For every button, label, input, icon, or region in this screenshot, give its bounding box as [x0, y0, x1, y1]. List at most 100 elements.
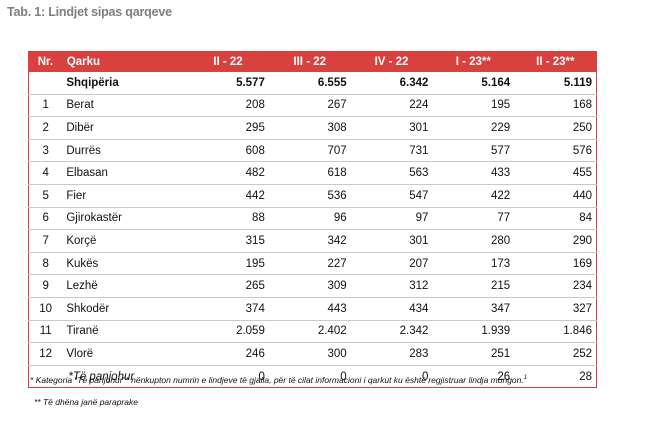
cell-value: 195 [432, 94, 515, 118]
header-period: III - 22 [268, 51, 352, 72]
table-row: 12 Vlorë 246 300 283 251 252 [28, 342, 598, 366]
cell-value: 207 [350, 252, 433, 276]
county-name: Kukës [62, 252, 188, 276]
county-name: Shqipëria [62, 72, 188, 95]
cell-value: 28 [514, 365, 598, 389]
header-period: IV - 22 [350, 51, 433, 72]
row-number: 2 [28, 116, 63, 140]
cell-value: 5.119 [514, 72, 598, 95]
cell-value: 731 [350, 139, 433, 163]
cell-value: 6.342 [350, 72, 433, 95]
cell-value: 6.555 [268, 72, 351, 95]
row-number: 3 [28, 139, 63, 163]
cell-value: 283 [350, 342, 433, 366]
county-name: Berat [62, 94, 188, 118]
table-row: *Të panjohur 0 0 0 26 28 [28, 365, 598, 389]
cell-value: 1.846 [514, 320, 598, 344]
cell-value: 433 [432, 161, 515, 185]
county-name: Korçë [62, 229, 188, 253]
row-number: 12 [28, 342, 63, 366]
cell-value: 342 [268, 229, 351, 253]
table-row: 10 Shkodër 374 443 434 347 327 [28, 297, 598, 321]
row-number: 10 [28, 297, 63, 321]
cell-value: 301 [350, 116, 433, 140]
cell-value: 608 [187, 139, 269, 163]
cell-value: 169 [514, 252, 598, 276]
cell-value: 440 [514, 184, 598, 208]
cell-value: 252 [514, 342, 598, 366]
cell-value: 168 [514, 94, 598, 118]
county-name: Dibër [62, 116, 188, 140]
cell-value: 227 [268, 252, 351, 276]
cell-value: 563 [350, 161, 433, 185]
header-period: II - 22 [186, 51, 270, 72]
table-row: 1 Berat 208 267 224 195 168 [28, 94, 598, 118]
table-row: 8 Kukës 195 227 207 173 169 [28, 252, 598, 276]
cell-value: 195 [187, 252, 269, 276]
cell-value: 77 [432, 207, 515, 231]
county-name: Shkodër [62, 297, 188, 321]
row-number: 9 [28, 274, 63, 298]
cell-value: 577 [432, 139, 515, 163]
table-row: 3 Durrës 608 707 731 577 576 [28, 139, 598, 163]
row-number: 7 [28, 229, 63, 253]
county-name: Gjirokastër [62, 207, 188, 231]
cell-value: 0 [187, 365, 269, 389]
cell-value: 290 [514, 229, 598, 253]
table-row: 5 Fier 442 536 547 422 440 [28, 184, 598, 208]
cell-value: 265 [187, 274, 269, 298]
table-title: Tab. 1: Lindjet sipas qarqeve [7, 5, 172, 19]
cell-value: 308 [268, 116, 351, 140]
row-number: 6 [28, 207, 63, 231]
footnote-marker: 1 [523, 375, 528, 382]
births-by-county-table: Nr. Qarku II - 22 III - 22 IV - 22 I - 2… [28, 51, 598, 389]
header-nr: Nr. [28, 51, 63, 72]
cell-value: 1.939 [432, 320, 515, 344]
cell-value: 482 [187, 161, 269, 185]
county-name: Vlorë [62, 342, 188, 366]
cell-value: 707 [268, 139, 351, 163]
cell-value: 215 [432, 274, 515, 298]
county-name: Fier [62, 184, 188, 208]
cell-value: 88 [187, 207, 269, 231]
cell-value: 312 [350, 274, 433, 298]
cell-value: 26 [432, 365, 515, 389]
row-number [28, 72, 63, 95]
cell-value: 455 [514, 161, 598, 185]
cell-value: 547 [350, 184, 433, 208]
cell-value: 347 [432, 297, 515, 321]
table-row: 2 Dibër 295 308 301 229 250 [28, 116, 598, 140]
footnote-unknown-text: * Kategoria “Të panjohur”* nënkupton num… [30, 375, 524, 385]
county-name: Elbasan [62, 161, 188, 185]
row-number [28, 365, 63, 389]
total-row: Shqipëria 5.577 6.555 6.342 5.164 5.119 [28, 72, 598, 95]
cell-value: 84 [514, 207, 598, 231]
table-header-row: Nr. Qarku II - 22 III - 22 IV - 22 I - 2… [28, 51, 598, 72]
cell-value: 301 [350, 229, 433, 253]
cell-value: 267 [268, 94, 351, 118]
cell-value: 422 [432, 184, 515, 208]
row-number: 8 [28, 252, 63, 276]
cell-value: 246 [187, 342, 269, 366]
cell-value: 443 [268, 297, 351, 321]
row-number: 4 [28, 161, 63, 185]
header-period: II - 23** [513, 51, 598, 72]
cell-value: 2.342 [350, 320, 433, 344]
cell-value: 224 [350, 94, 433, 118]
cell-value: 327 [514, 297, 598, 321]
cell-value: 618 [268, 161, 351, 185]
table-row: 9 Lezhë 265 309 312 215 234 [28, 274, 598, 298]
header-period: I - 23** [431, 51, 515, 72]
cell-value: 315 [187, 229, 269, 253]
cell-value: 2.402 [268, 320, 351, 344]
county-name: *Të panjohur [62, 365, 188, 389]
cell-value: 295 [187, 116, 269, 140]
cell-value: 2.059 [187, 320, 269, 344]
header-county: Qarku [61, 51, 188, 72]
cell-value: 97 [350, 207, 433, 231]
cell-value: 374 [187, 297, 269, 321]
row-number: 1 [28, 94, 63, 118]
table-row: 6 Gjirokastër 88 96 97 77 84 [28, 207, 598, 231]
cell-value: 173 [432, 252, 515, 276]
cell-value: 5.577 [187, 72, 269, 95]
